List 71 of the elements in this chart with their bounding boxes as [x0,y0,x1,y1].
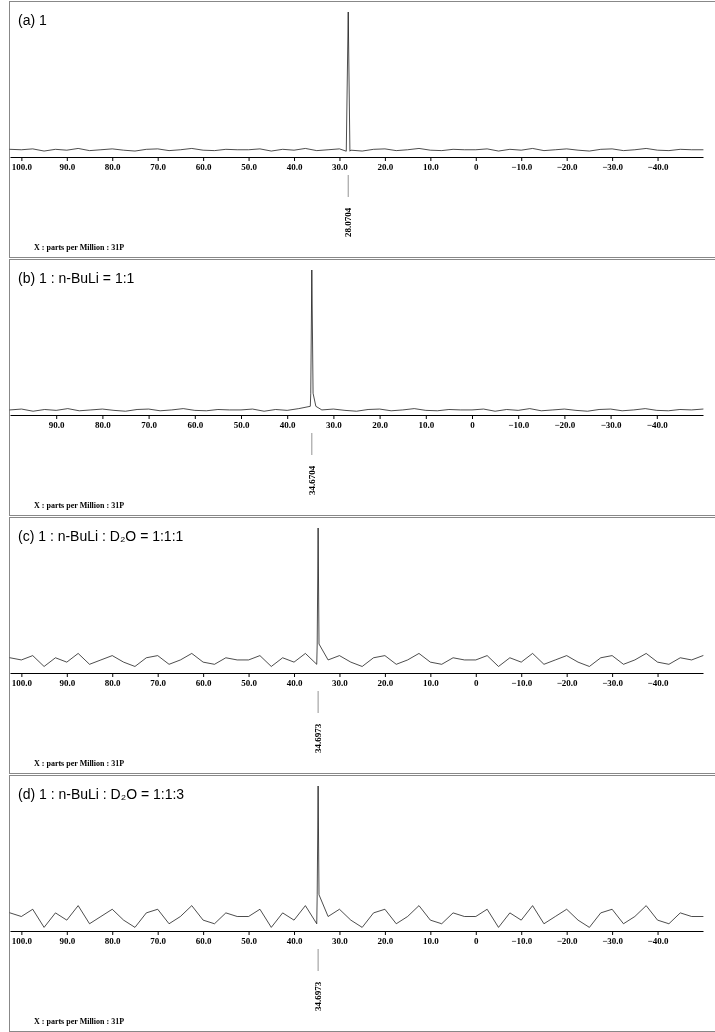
x-tick-label: −30.0 [602,936,624,947]
x-tick-label: 10.0 [422,162,440,173]
annotation: 34.6973 [313,981,324,1011]
x-tick-label: 40.0 [279,420,297,431]
chart-title: (b) 1 : n-BuLi = 1:1 [18,270,135,286]
x-tick-label: 60.0 [187,420,204,431]
x-tick-label: 30.0 [326,420,343,431]
x-tick-label: 0 [470,420,476,431]
x-tick-label: 50.0 [233,420,250,431]
annotation: 34.6973 [313,723,324,753]
x-tick-label: −20.0 [556,936,579,947]
chart-title: (c) 1 : n-BuLi : D₂O = 1:1:1 [18,528,184,544]
x-tick-label: −20.0 [554,420,576,431]
x-tick-label: 70.0 [150,162,167,173]
x-tick-label: 20.0 [377,162,394,173]
x-axis-title: X : parts per Million : 31P [34,1017,125,1026]
x-tick-label: −10.0 [508,420,530,431]
x-tick-label: 90.0 [48,420,66,431]
x-tick-label: 20.0 [372,420,389,431]
x-tick-label: 10.0 [422,678,440,689]
x-axis-title: X : parts per Million : 31P [34,243,125,252]
x-tick-label: −30.0 [602,678,624,689]
x-tick-label: −30.0 [602,162,624,173]
annotation: 28.0704 [343,207,354,237]
x-tick-label: 60.0 [195,936,213,947]
x-tick-label: 80.0 [104,936,122,947]
x-axis-title: X : parts per Million : 31P [34,501,125,510]
x-tick-label: −40.0 [647,936,669,947]
x-tick-label: 20.0 [377,678,394,689]
x-tick-label: 50.0 [241,936,258,947]
x-tick-label: 0 [474,678,480,689]
x-tick-label: 80.0 [95,420,112,431]
x-tick-label: 90.0 [59,162,76,173]
x-tick-label: 0 [474,162,480,173]
x-tick-label: 70.0 [141,420,158,431]
x-tick-label: 100.0 [11,162,33,173]
x-tick-label: −20.0 [556,678,579,689]
x-tick-label: 10.0 [418,420,435,431]
x-tick-label: 70.0 [150,936,167,947]
chart-title: (d) 1 : n-BuLi : D₂O = 1:1:3 [18,786,185,802]
x-tick-label: 50.0 [241,678,258,689]
x-tick-label: 90.0 [59,936,76,947]
x-tick-label: 100.0 [11,936,33,947]
x-tick-label: −10.0 [511,162,533,173]
x-tick-label: 30.0 [332,162,349,173]
x-tick-label: −40.0 [647,162,669,173]
x-tick-label: 60.0 [195,678,213,689]
x-tick-label: 80.0 [104,678,122,689]
x-tick-label: 80.0 [104,162,122,173]
x-axis-title: X : parts per Million : 31P [34,759,125,768]
x-tick-label: −10.0 [511,678,533,689]
x-tick-label: −20.0 [556,162,579,173]
x-tick-label: 40.0 [286,162,303,173]
x-tick-label: 70.0 [150,678,167,689]
x-tick-label: 30.0 [332,678,349,689]
x-tick-label: −30.0 [600,420,623,431]
x-tick-label: 100.0 [11,678,33,689]
chart-title: (a) 1 [18,12,47,28]
x-tick-label: 20.0 [377,936,394,947]
x-tick-label: 40.0 [286,678,303,689]
x-tick-label: −10.0 [511,936,533,947]
x-tick-label: −40.0 [647,678,669,689]
x-tick-label: 50.0 [241,162,258,173]
x-tick-label: 40.0 [286,936,303,947]
annotation: 34.6704 [306,465,317,495]
x-tick-label: 90.0 [59,678,76,689]
x-tick-label: 30.0 [332,936,349,947]
x-tick-label: 10.0 [422,936,440,947]
x-tick-label: −40.0 [646,420,669,431]
x-tick-label: 0 [474,936,480,947]
x-tick-label: 60.0 [195,162,213,173]
